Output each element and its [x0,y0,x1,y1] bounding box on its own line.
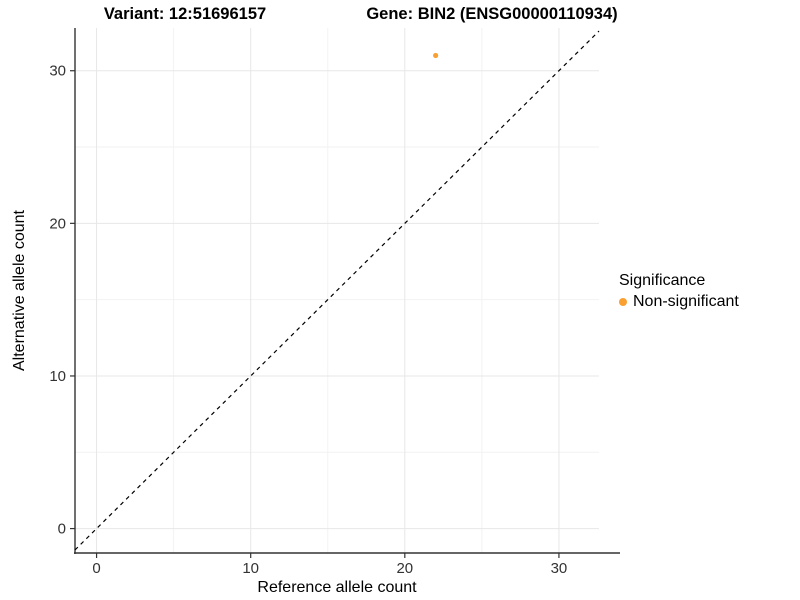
x-axis-title: Reference allele count [257,579,417,596]
y-axis-title: Alternative allele count [11,209,28,371]
x-tick-label: 30 [551,560,568,577]
legend-item-non-significant: Non-significant [619,293,739,311]
y-tick-label: 20 [49,215,66,232]
identity-line [74,30,600,551]
x-tick-label: 20 [396,560,413,577]
y-tick-label: 30 [49,63,66,80]
legend-point-icon [619,298,627,306]
plot-title-variant: Variant: 12:51696157 [103,5,267,23]
y-tick-label: 0 [58,521,66,538]
plot-title-gene: Gene: BIN2 (ENSG00000110934) [366,5,618,23]
legend: Significance Non-significant [619,272,739,311]
legend-item-label: Non-significant [633,293,739,310]
x-tick-label: 10 [242,560,259,577]
x-tick-label: 0 [92,560,100,577]
y-tick-label: 10 [49,368,66,385]
legend-title: Significance [619,272,706,289]
data-point [433,52,439,59]
